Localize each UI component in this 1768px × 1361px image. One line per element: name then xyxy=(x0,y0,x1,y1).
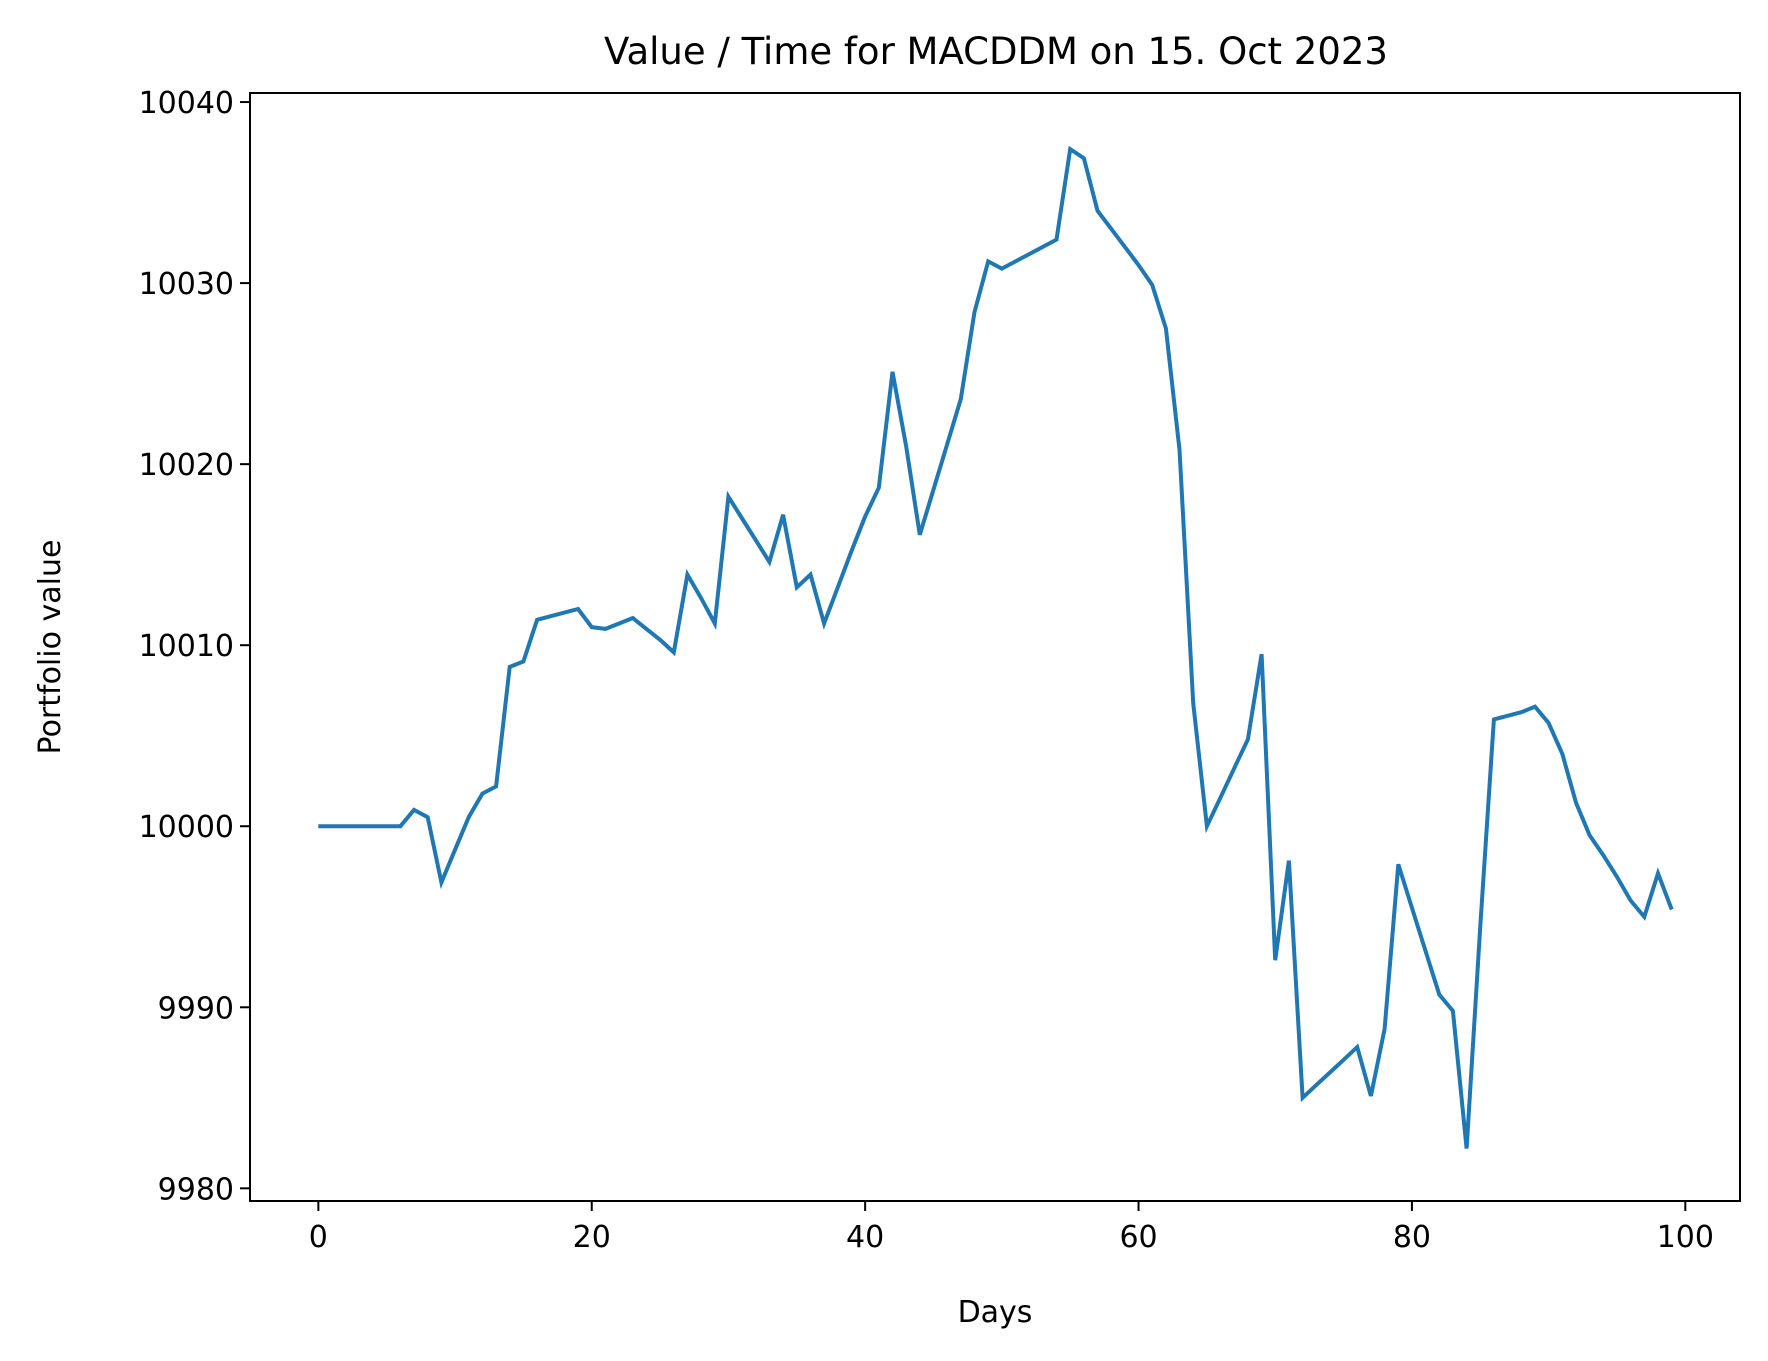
plot-frame xyxy=(249,92,1741,1202)
plot-area xyxy=(318,145,1674,1149)
y-tick-label: 10040 xyxy=(139,86,234,121)
x-axis-ticks: 0 20 40 60 80 100 xyxy=(309,1201,1714,1255)
chart-title: Value / Time for MACDDM on 15. Oct 2023 xyxy=(604,30,1388,73)
y-tick-label: 10030 xyxy=(139,267,234,302)
y-tick-label: 9980 xyxy=(158,1172,234,1207)
y-tick-label: 10000 xyxy=(139,810,234,845)
y-axis-ticks: 9980 9990 10000 10010 10020 10030 10040 xyxy=(139,86,250,1207)
x-tick-label: 100 xyxy=(1657,1220,1714,1255)
x-tick-label: 20 xyxy=(573,1220,611,1255)
x-tick-label: 40 xyxy=(846,1220,884,1255)
x-tick-label: 0 xyxy=(309,1220,328,1255)
x-tick-label: 80 xyxy=(1393,1220,1431,1255)
y-axis-label: Portfolio value xyxy=(33,540,68,755)
y-tick-label: 10020 xyxy=(139,448,234,483)
series-line xyxy=(318,145,1674,1149)
y-tick-label: 10010 xyxy=(139,629,234,664)
x-axis-label: Days xyxy=(958,1295,1033,1330)
x-tick-label: 60 xyxy=(1119,1220,1157,1255)
y-tick-label: 9990 xyxy=(158,991,234,1026)
